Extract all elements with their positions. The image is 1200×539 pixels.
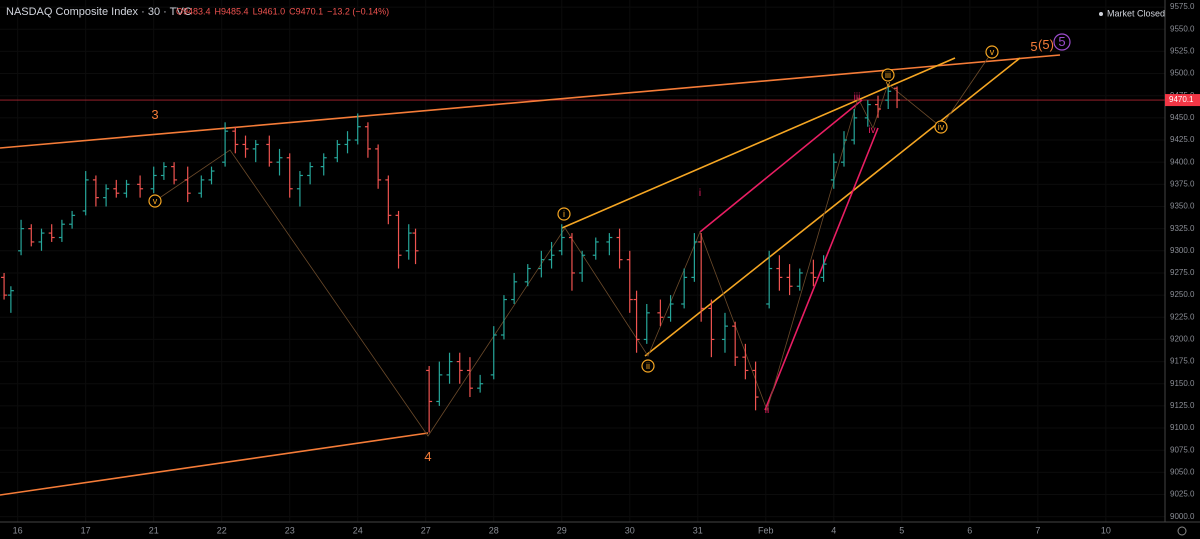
y-tick-label: 9550.0 <box>1170 24 1195 33</box>
x-tick-label: 29 <box>557 525 567 535</box>
market-status: Market Closed <box>1107 8 1165 18</box>
wave-label: i <box>563 209 565 219</box>
wave-label: 4 <box>424 449 431 464</box>
ohlc-value: H9485.4 <box>215 6 249 16</box>
y-tick-label: 9325.0 <box>1170 224 1195 233</box>
ohlc-legend: O9483.4 H9485.4 L9461.0 C9470.1 −13.2 (−0.14… <box>176 6 389 16</box>
symbol-title: NASDAQ Composite Index · 30 · TVC <box>6 6 192 18</box>
x-tick-label: 30 <box>625 525 635 535</box>
x-tick-label: 21 <box>149 525 159 535</box>
y-tick-label: 9050.0 <box>1170 467 1195 476</box>
y-tick-label: 9150.0 <box>1170 379 1195 388</box>
x-tick-label: 17 <box>81 525 91 535</box>
y-tick-label: 9575.0 <box>1170 2 1195 11</box>
wave-label: v <box>990 47 995 57</box>
wave-circle <box>881 68 895 82</box>
trend-line <box>561 57 956 229</box>
wave-label: iii <box>885 70 891 80</box>
last-price-tag <box>1165 94 1200 107</box>
y-tick-label: 9525.0 <box>1170 47 1195 56</box>
x-tick-label: 6 <box>967 525 972 535</box>
y-tick-label: 9500.0 <box>1170 69 1195 78</box>
x-tick-label: 7 <box>1035 525 1040 535</box>
wave-label: iv <box>868 125 875 136</box>
y-tick-label: 9350.0 <box>1170 202 1195 211</box>
price-axis <box>1165 0 1200 539</box>
x-tick-label: 16 <box>13 525 23 535</box>
x-tick-label: 28 <box>489 525 499 535</box>
x-tick-label: 5 <box>899 525 904 535</box>
wave-label: 5 <box>1030 39 1037 54</box>
bars <box>1 86 901 433</box>
y-tick-label: 9225.0 <box>1170 312 1195 321</box>
ohlc-value: L9461.0 <box>253 6 286 16</box>
y-tick-label: 9425.0 <box>1170 135 1195 144</box>
ohlc-value: C9470.1 <box>289 6 323 16</box>
trend-line <box>0 432 429 496</box>
y-tick-label: 9175.0 <box>1170 357 1195 366</box>
x-tick-label: Feb <box>758 525 774 535</box>
trend-line <box>699 99 863 233</box>
y-tick-label: 9025.0 <box>1170 490 1195 499</box>
wave-label: ii <box>646 361 650 371</box>
y-tick-label: 9200.0 <box>1170 335 1195 344</box>
status-dot <box>1099 12 1103 16</box>
wave-label: v <box>886 80 890 89</box>
y-tick-label: 9375.0 <box>1170 179 1195 188</box>
wave-label: (5) <box>1038 37 1054 52</box>
last-price-label: 9470.1 <box>1169 95 1194 104</box>
wave-label: 5 <box>1058 34 1065 49</box>
wave-label: iii <box>854 92 861 103</box>
wave-label: iv <box>938 122 945 132</box>
wave-label: i <box>699 188 701 199</box>
wave-circle <box>934 120 948 134</box>
wave-circle <box>557 207 571 221</box>
y-tick-label: 9400.0 <box>1170 157 1195 166</box>
wave-label: 3 <box>151 107 158 122</box>
trend-line <box>764 127 879 411</box>
y-tick-label: 9450.0 <box>1170 113 1195 122</box>
x-tick-label: 31 <box>693 525 703 535</box>
x-tick-label: 10 <box>1101 525 1111 535</box>
x-tick-label: 22 <box>217 525 227 535</box>
wave-circle <box>1053 33 1071 51</box>
wave-label: v <box>153 196 158 206</box>
y-tick-label: 9275.0 <box>1170 268 1195 277</box>
ohlc-value: −13.2 (−0.14%) <box>327 6 389 16</box>
x-tick-label: 24 <box>353 525 363 535</box>
x-tick-label: 27 <box>421 525 431 535</box>
y-tick-label: 9250.0 <box>1170 290 1195 299</box>
wave-circle <box>985 45 999 59</box>
y-tick-label: 9100.0 <box>1170 423 1195 432</box>
ohlc-value: O9483.4 <box>176 6 211 16</box>
wave-circle <box>148 194 162 208</box>
x-tick-label: 4 <box>831 525 836 535</box>
y-tick-label: 9075.0 <box>1170 445 1195 454</box>
wave-circle <box>641 359 655 373</box>
settings-icon[interactable] <box>1177 526 1187 536</box>
y-tick-label: 9125.0 <box>1170 401 1195 410</box>
y-tick-label: 9300.0 <box>1170 246 1195 255</box>
wave-label: ii <box>765 405 769 416</box>
y-tick-label: 9000.0 <box>1170 512 1195 521</box>
trend-line <box>644 57 1021 357</box>
x-tick-label: 23 <box>285 525 295 535</box>
